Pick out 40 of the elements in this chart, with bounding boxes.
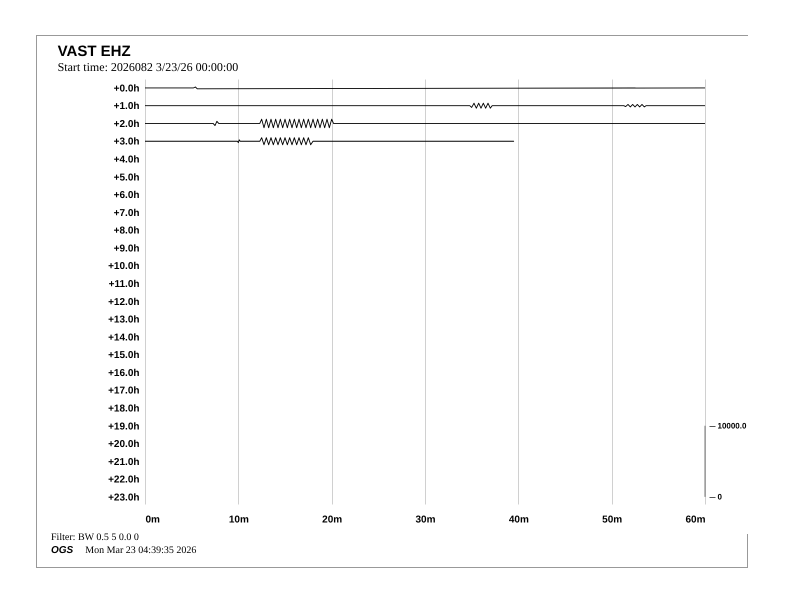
y-tick-label: +5.0h bbox=[114, 172, 140, 184]
y-tick-label: +12.0h bbox=[108, 296, 140, 308]
y-tick-label: +3.0h bbox=[114, 136, 140, 148]
x-tick-label: 40m bbox=[508, 514, 529, 526]
text: OGS bbox=[51, 545, 74, 556]
x-tick-label: 60m bbox=[685, 514, 706, 526]
y-tick-label: +15.0h bbox=[108, 350, 140, 362]
y-tick-label: +0.0h bbox=[114, 83, 140, 94]
x-tick-label: 10m bbox=[228, 514, 249, 526]
line-series bbox=[145, 118, 705, 128]
x-tick-label: 30m bbox=[415, 514, 436, 526]
y-tick-label: +16.0h bbox=[108, 368, 140, 379]
y-tick-label: +7.0h bbox=[114, 208, 140, 219]
y2-tick-label: 10000.0 bbox=[718, 421, 747, 430]
text: Mon Mar 23 04:39:35 2026 bbox=[85, 545, 196, 556]
y-tick-label: +11.0h bbox=[108, 279, 140, 290]
y-tick-label: +21.0h bbox=[108, 456, 140, 468]
y-tick-label: +1.0h bbox=[114, 101, 140, 112]
y-tick-label: +4.0h bbox=[114, 154, 140, 166]
x-tick-label: 50m bbox=[602, 514, 622, 526]
y-tick-label: +19.0h bbox=[108, 421, 140, 432]
y-tick-label: +17.0h bbox=[108, 386, 140, 397]
y-tick-label: +6.0h bbox=[114, 190, 140, 202]
text: Filter: BW 0.5 5 0.0 0 bbox=[51, 531, 140, 544]
y-tick-label: +23.0h bbox=[108, 492, 140, 504]
y-tick-label: +18.0h bbox=[108, 403, 140, 414]
y-tick-label: +13.0h bbox=[108, 314, 140, 326]
x-tick-label: 20m bbox=[322, 514, 342, 526]
y-tick-label: +9.0h bbox=[114, 243, 140, 254]
y-tick-label: +8.0h bbox=[114, 226, 140, 237]
y2-tick-label: 0 bbox=[718, 492, 722, 502]
x-tick-label: 0m bbox=[146, 514, 160, 526]
y-tick-label: +14.0h bbox=[108, 332, 140, 344]
chart-subtitle: Start time: 2026082 3/23/26 00:00:00 bbox=[58, 60, 238, 74]
y-tick-label: +20.0h bbox=[108, 439, 140, 450]
y-tick-label: +22.0h bbox=[108, 474, 140, 486]
chart-title: VAST EHZ bbox=[58, 43, 131, 60]
y-tick-label: +10.0h bbox=[108, 261, 140, 272]
y-tick-label: +2.0h bbox=[114, 118, 140, 130]
line-series bbox=[145, 137, 514, 146]
